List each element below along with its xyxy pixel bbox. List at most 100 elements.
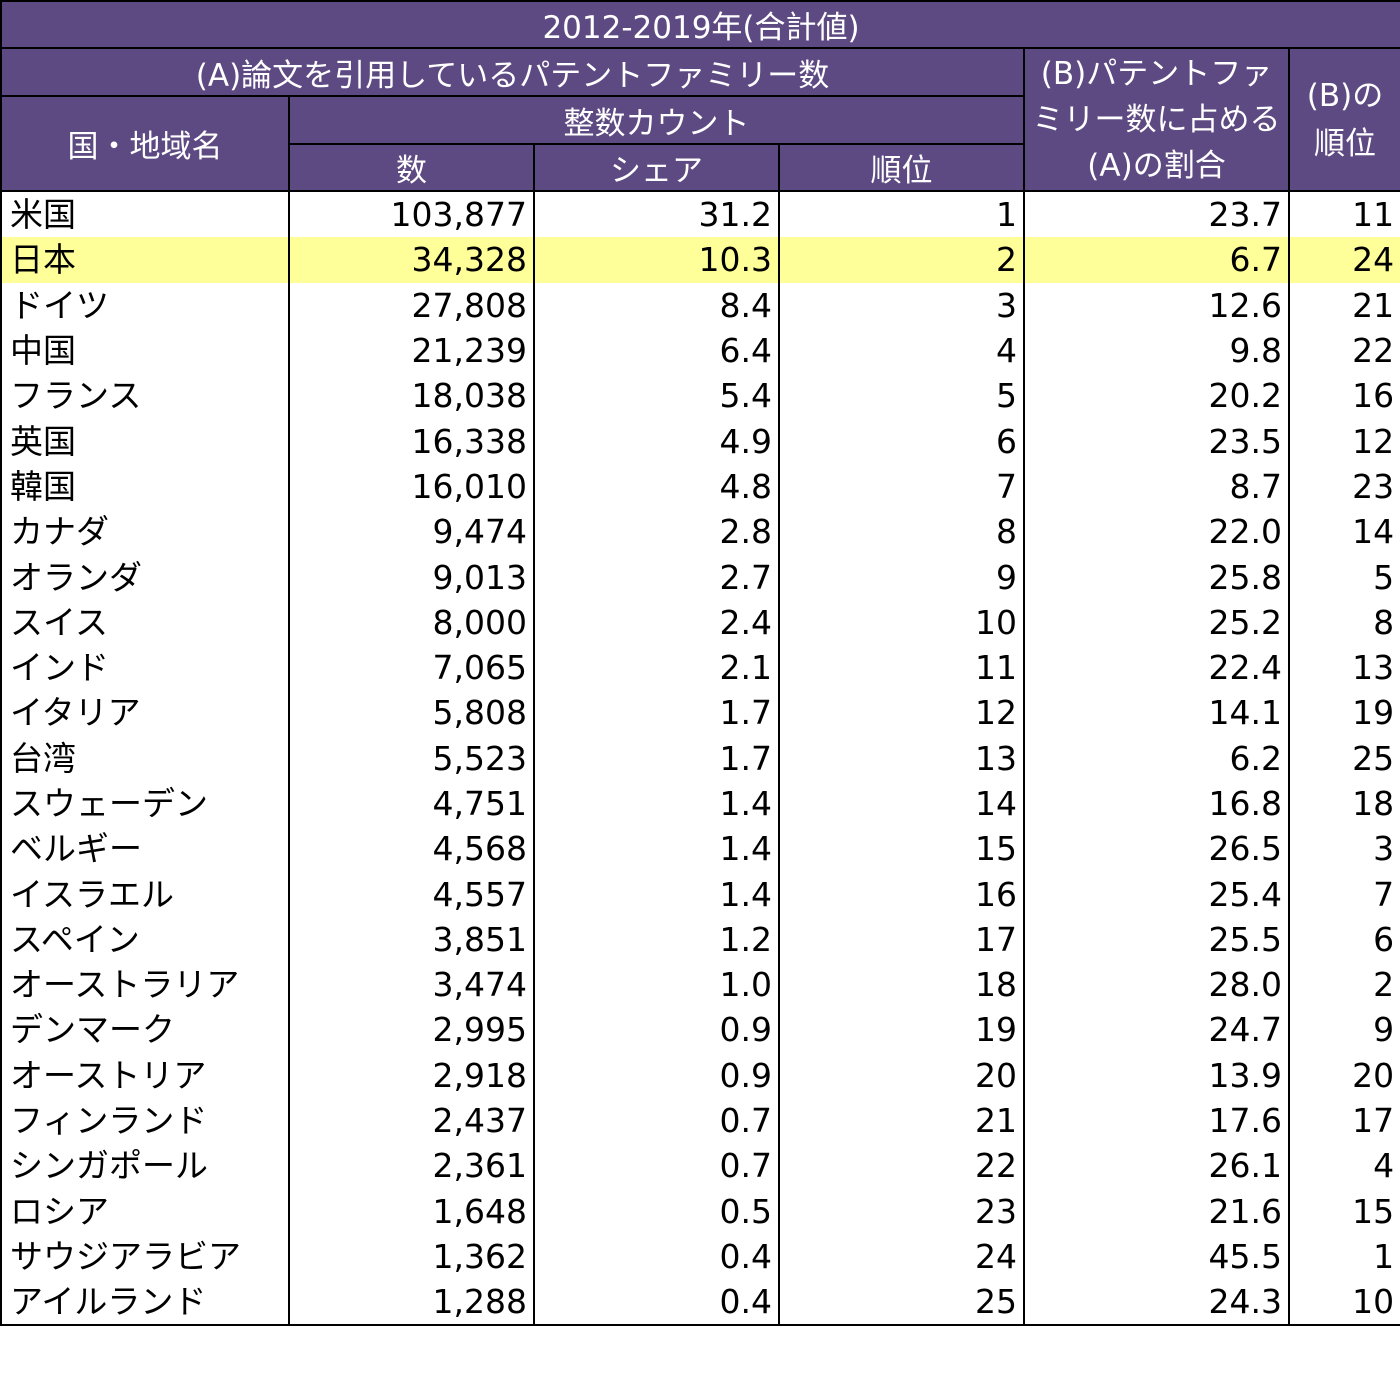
cell-country: デンマーク bbox=[0, 1007, 290, 1053]
table-row: デンマーク 2,995 0.9 19 24.7 9 bbox=[0, 1007, 1400, 1053]
column-header-rank: 順位 bbox=[778, 143, 1025, 192]
cell-ratio: 22.0 bbox=[1023, 509, 1290, 555]
cell-share: 1.7 bbox=[533, 735, 780, 781]
cell-rank: 4 bbox=[778, 327, 1025, 374]
cell-rank: 6 bbox=[778, 418, 1025, 464]
cell-share: 2.1 bbox=[533, 644, 780, 691]
cell-ratio-rank: 2 bbox=[1287, 962, 1400, 1008]
cell-count: 4,557 bbox=[288, 871, 535, 917]
table-row: ベルギー 4,568 1.4 15 26.5 3 bbox=[0, 826, 1400, 872]
cell-country: オーストリア bbox=[0, 1052, 290, 1098]
cell-share: 2.8 bbox=[533, 509, 780, 555]
cell-country: ベルギー bbox=[0, 826, 290, 872]
cell-country: フランス bbox=[0, 373, 290, 419]
cell-ratio: 24.7 bbox=[1023, 1007, 1290, 1053]
table-row: スペイン 3,851 1.2 17 25.5 6 bbox=[0, 916, 1400, 963]
cell-count: 5,808 bbox=[288, 690, 535, 736]
table-row: 米国 103,877 31.2 1 23.7 11 bbox=[0, 191, 1400, 238]
cell-rank: 21 bbox=[778, 1097, 1025, 1144]
cell-count: 2,995 bbox=[288, 1007, 535, 1053]
cell-ratio-rank: 22 bbox=[1287, 327, 1400, 374]
cell-ratio-rank: 23 bbox=[1287, 463, 1400, 510]
cell-rank: 24 bbox=[778, 1233, 1025, 1280]
cell-ratio-rank: 6 bbox=[1287, 916, 1400, 963]
cell-share: 8.4 bbox=[533, 282, 780, 328]
cell-ratio-rank: 17 bbox=[1287, 1097, 1400, 1144]
cell-country: 米国 bbox=[0, 191, 290, 238]
cell-ratio: 16.8 bbox=[1023, 780, 1290, 827]
cell-count: 1,362 bbox=[288, 1233, 535, 1280]
table-header: 2012-2019年(合計値) (A)論文を引用しているパテントファミリー数 (… bbox=[0, 0, 1400, 192]
column-header-ratio: (B)パテントファミリー数に占める(A)の割合 bbox=[1023, 47, 1290, 192]
cell-share: 1.4 bbox=[533, 826, 780, 872]
table-row: イスラエル 4,557 1.4 16 25.4 7 bbox=[0, 871, 1400, 917]
cell-count: 1,288 bbox=[288, 1279, 535, 1327]
cell-country: オーストラリア bbox=[0, 962, 290, 1008]
cell-country: ロシア bbox=[0, 1188, 290, 1234]
cell-ratio: 12.6 bbox=[1023, 282, 1290, 328]
cell-country: インド bbox=[0, 644, 290, 691]
cell-country: 韓国 bbox=[0, 463, 290, 510]
cell-ratio: 6.2 bbox=[1023, 735, 1290, 781]
cell-ratio: 45.5 bbox=[1023, 1233, 1290, 1280]
table-row: オーストリア 2,918 0.9 20 13.9 20 bbox=[0, 1052, 1400, 1098]
cell-rank: 14 bbox=[778, 780, 1025, 827]
cell-ratio: 26.1 bbox=[1023, 1143, 1290, 1189]
cell-count: 9,013 bbox=[288, 554, 535, 600]
table-row: インド 7,065 2.1 11 22.4 13 bbox=[0, 644, 1400, 691]
cell-rank: 18 bbox=[778, 962, 1025, 1008]
cell-ratio-rank: 1 bbox=[1287, 1233, 1400, 1280]
cell-rank: 19 bbox=[778, 1007, 1025, 1053]
cell-count: 103,877 bbox=[288, 191, 535, 238]
cell-ratio: 25.2 bbox=[1023, 599, 1290, 645]
cell-ratio-rank: 11 bbox=[1287, 191, 1400, 238]
cell-ratio: 8.7 bbox=[1023, 463, 1290, 510]
cell-country: スイス bbox=[0, 599, 290, 645]
cell-ratio-rank: 8 bbox=[1287, 599, 1400, 645]
cell-share: 5.4 bbox=[533, 373, 780, 419]
cell-ratio: 22.4 bbox=[1023, 644, 1290, 691]
cell-country: オランダ bbox=[0, 554, 290, 600]
cell-rank: 2 bbox=[778, 237, 1025, 283]
cell-country: 英国 bbox=[0, 418, 290, 464]
cell-ratio: 25.8 bbox=[1023, 554, 1290, 600]
cell-count: 3,474 bbox=[288, 962, 535, 1008]
table-row: フランス 18,038 5.4 5 20.2 16 bbox=[0, 373, 1400, 419]
column-header-share: シェア bbox=[533, 143, 780, 192]
cell-ratio-rank: 5 bbox=[1287, 554, 1400, 600]
cell-count: 4,568 bbox=[288, 826, 535, 872]
cell-country: カナダ bbox=[0, 509, 290, 555]
cell-rank: 10 bbox=[778, 599, 1025, 645]
cell-rank: 23 bbox=[778, 1188, 1025, 1234]
cell-count: 16,010 bbox=[288, 463, 535, 510]
cell-count: 4,751 bbox=[288, 780, 535, 827]
cell-rank: 17 bbox=[778, 916, 1025, 963]
cell-ratio-rank: 25 bbox=[1287, 735, 1400, 781]
column-header-ratio-rank: (B)の順位 bbox=[1287, 47, 1400, 192]
cell-country: 中国 bbox=[0, 327, 290, 374]
table-row: オランダ 9,013 2.7 9 25.8 5 bbox=[0, 554, 1400, 600]
cell-count: 1,648 bbox=[288, 1188, 535, 1234]
cell-count: 5,523 bbox=[288, 735, 535, 781]
cell-rank: 1 bbox=[778, 191, 1025, 238]
cell-ratio-rank: 13 bbox=[1287, 644, 1400, 691]
table-row: 韓国 16,010 4.8 7 8.7 23 bbox=[0, 463, 1400, 510]
table-row: オーストラリア 3,474 1.0 18 28.0 2 bbox=[0, 962, 1400, 1008]
cell-ratio-rank: 10 bbox=[1287, 1279, 1400, 1327]
cell-ratio-rank: 9 bbox=[1287, 1007, 1400, 1053]
cell-rank: 11 bbox=[778, 644, 1025, 691]
cell-rank: 22 bbox=[778, 1143, 1025, 1189]
column-header-count: 数 bbox=[288, 143, 535, 192]
cell-share: 6.4 bbox=[533, 327, 780, 374]
cell-count: 2,437 bbox=[288, 1097, 535, 1144]
cell-country: ドイツ bbox=[0, 282, 290, 328]
cell-ratio-rank: 3 bbox=[1287, 826, 1400, 872]
cell-ratio: 23.7 bbox=[1023, 191, 1290, 238]
cell-share: 2.4 bbox=[533, 599, 780, 645]
table-row: 日本 34,328 10.3 2 6.7 24 bbox=[0, 237, 1400, 283]
cell-rank: 7 bbox=[778, 463, 1025, 510]
cell-share: 0.4 bbox=[533, 1279, 780, 1327]
table-row: スイス 8,000 2.4 10 25.2 8 bbox=[0, 599, 1400, 645]
cell-rank: 13 bbox=[778, 735, 1025, 781]
cell-country: イタリア bbox=[0, 690, 290, 736]
